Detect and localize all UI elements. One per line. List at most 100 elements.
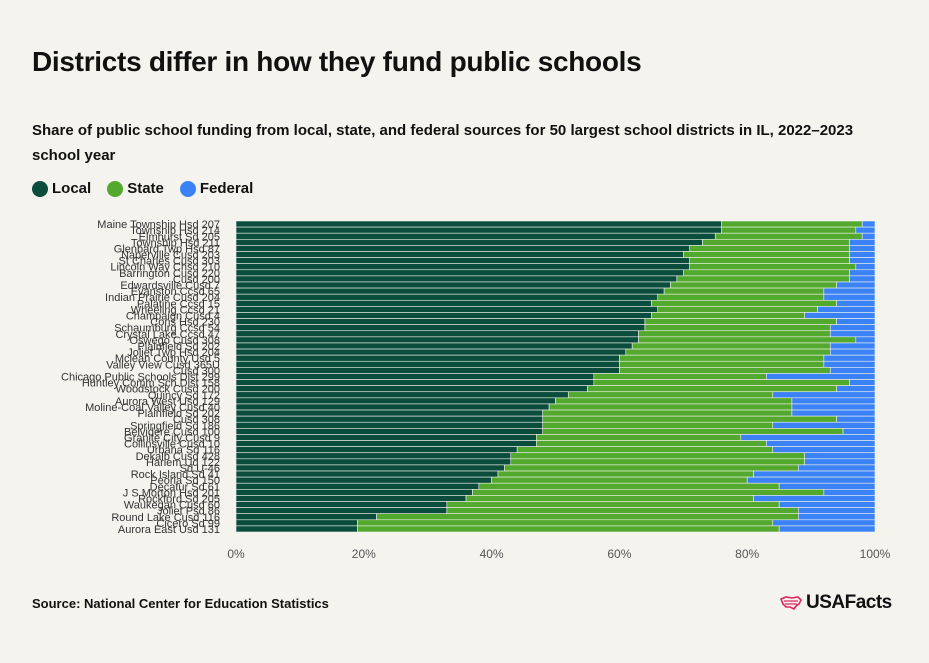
category-label: Champaign Cusd 4 [126,311,220,323]
bar-federal-5 [849,251,876,258]
bar-state-32 [542,415,837,423]
category-label: Round Lake Cusd 116 [111,512,220,524]
bar-state-1 [721,226,857,234]
category-label: Aurora East Usd 131 [118,524,220,536]
bar-federal-39 [804,458,876,466]
bar-local-39 [235,458,512,466]
bar-federal-23 [823,360,876,368]
category-label: Palatine Ccsd 15 [137,298,220,310]
bar-local-49 [235,519,358,527]
bar-local-27 [235,385,588,393]
bar-local-40 [235,464,505,472]
bar-local-1 [235,226,722,234]
bar-local-26 [235,379,595,386]
bar-local-19 [235,336,639,344]
bar-state-44 [472,489,825,496]
bar-local-31 [235,409,544,417]
bar-federal-16 [836,318,876,325]
bar-state-18 [638,330,831,338]
bar-state-29 [555,397,793,405]
bar-federal-30 [791,403,876,411]
bar-state-28 [567,391,774,399]
x-tick-label: 0% [227,547,245,561]
bar-federal-25 [766,373,876,380]
x-tick-label: 60% [607,547,631,561]
bar-local-13 [235,299,652,307]
bar-state-0 [721,220,863,228]
bar-federal-26 [849,379,876,386]
category-label: Huntley Comm Sch Dist 158 [82,378,220,390]
bar-federal-32 [836,415,876,423]
bar-local-0 [235,220,722,228]
bar-state-3 [702,238,850,246]
category-label: Harlem Ud 122 [146,457,220,469]
bar-federal-0 [861,220,876,228]
bar-state-46 [446,501,780,508]
bar-state-36 [536,440,767,447]
bar-federal-2 [861,232,876,240]
category-label: Rock Island Sd 41 [131,469,220,481]
bar-federal-37 [772,446,876,454]
bar-state-35 [536,434,742,441]
x-tick-label: 100% [860,547,891,561]
bar-federal-45 [753,495,876,502]
bar-state-49 [357,519,774,527]
legend-swatch-state [107,180,124,197]
bar-state-16 [644,318,837,325]
bar-local-20 [235,342,633,350]
bar-state-47 [446,507,799,515]
category-label: Crystal Lake Ccsd 47 [115,329,220,341]
bar-local-8 [235,269,684,277]
usafacts-logo: USAFacts [780,592,892,614]
bar-federal-3 [849,238,876,246]
legend-swatch-local [32,180,48,197]
bar-state-34 [542,428,844,435]
bar-state-33 [542,421,774,429]
bar-federal-28 [772,391,876,399]
bar-local-10 [235,281,671,289]
bar-federal-27 [836,385,876,393]
category-label: Elmhurst Sd 205 [139,231,220,243]
category-label: Urbana Sd 116 [147,445,220,457]
category-label: Cusd 308 [173,414,220,426]
bar-federal-22 [823,354,876,362]
bar-state-13 [651,299,837,307]
bar-federal-31 [791,409,876,417]
bar-federal-12 [823,293,876,301]
category-label: Indian Prairie Cusd 204 [105,292,220,304]
category-label: Township Hsd 211 [131,237,220,249]
category-label: Joliet Twp Hsd 204 [127,347,220,359]
x-tick-label: 20% [352,547,376,561]
bar-state-50 [357,525,780,533]
chart-legend: Local State Federal [32,180,253,197]
bar-local-48 [235,513,377,521]
bar-local-29 [235,397,556,405]
bar-state-11 [663,287,825,295]
bar-federal-46 [778,501,876,508]
category-label: Wheeling Ccsd 21 [131,304,220,316]
bar-federal-8 [849,269,876,277]
bar-local-9 [235,275,678,283]
legend-label-local: Local [52,180,92,197]
bar-state-10 [670,281,837,289]
category-label: Collinsville Cusd 10 [124,439,220,451]
bar-local-7 [235,263,690,271]
bar-local-23 [235,360,620,368]
bar-state-41 [497,470,754,478]
bar-state-17 [644,324,831,332]
bar-federal-36 [766,440,876,447]
bar-local-24 [235,367,620,374]
category-label: Evanston Ccsd 65 [131,286,220,298]
bar-local-45 [235,495,467,502]
bar-state-25 [593,373,767,380]
category-label: Edwardsville Cusd 7 [120,280,220,292]
category-label: Sd U-46 [180,463,220,475]
category-label: Springfield Sd 186 [130,420,220,432]
category-label: Schaumburg Ccsd 54 [114,323,220,335]
bar-state-37 [516,446,774,454]
bar-local-43 [235,482,480,490]
category-label: Cusd 300 [173,365,220,377]
bar-federal-44 [823,489,876,496]
bar-local-34 [235,428,544,435]
